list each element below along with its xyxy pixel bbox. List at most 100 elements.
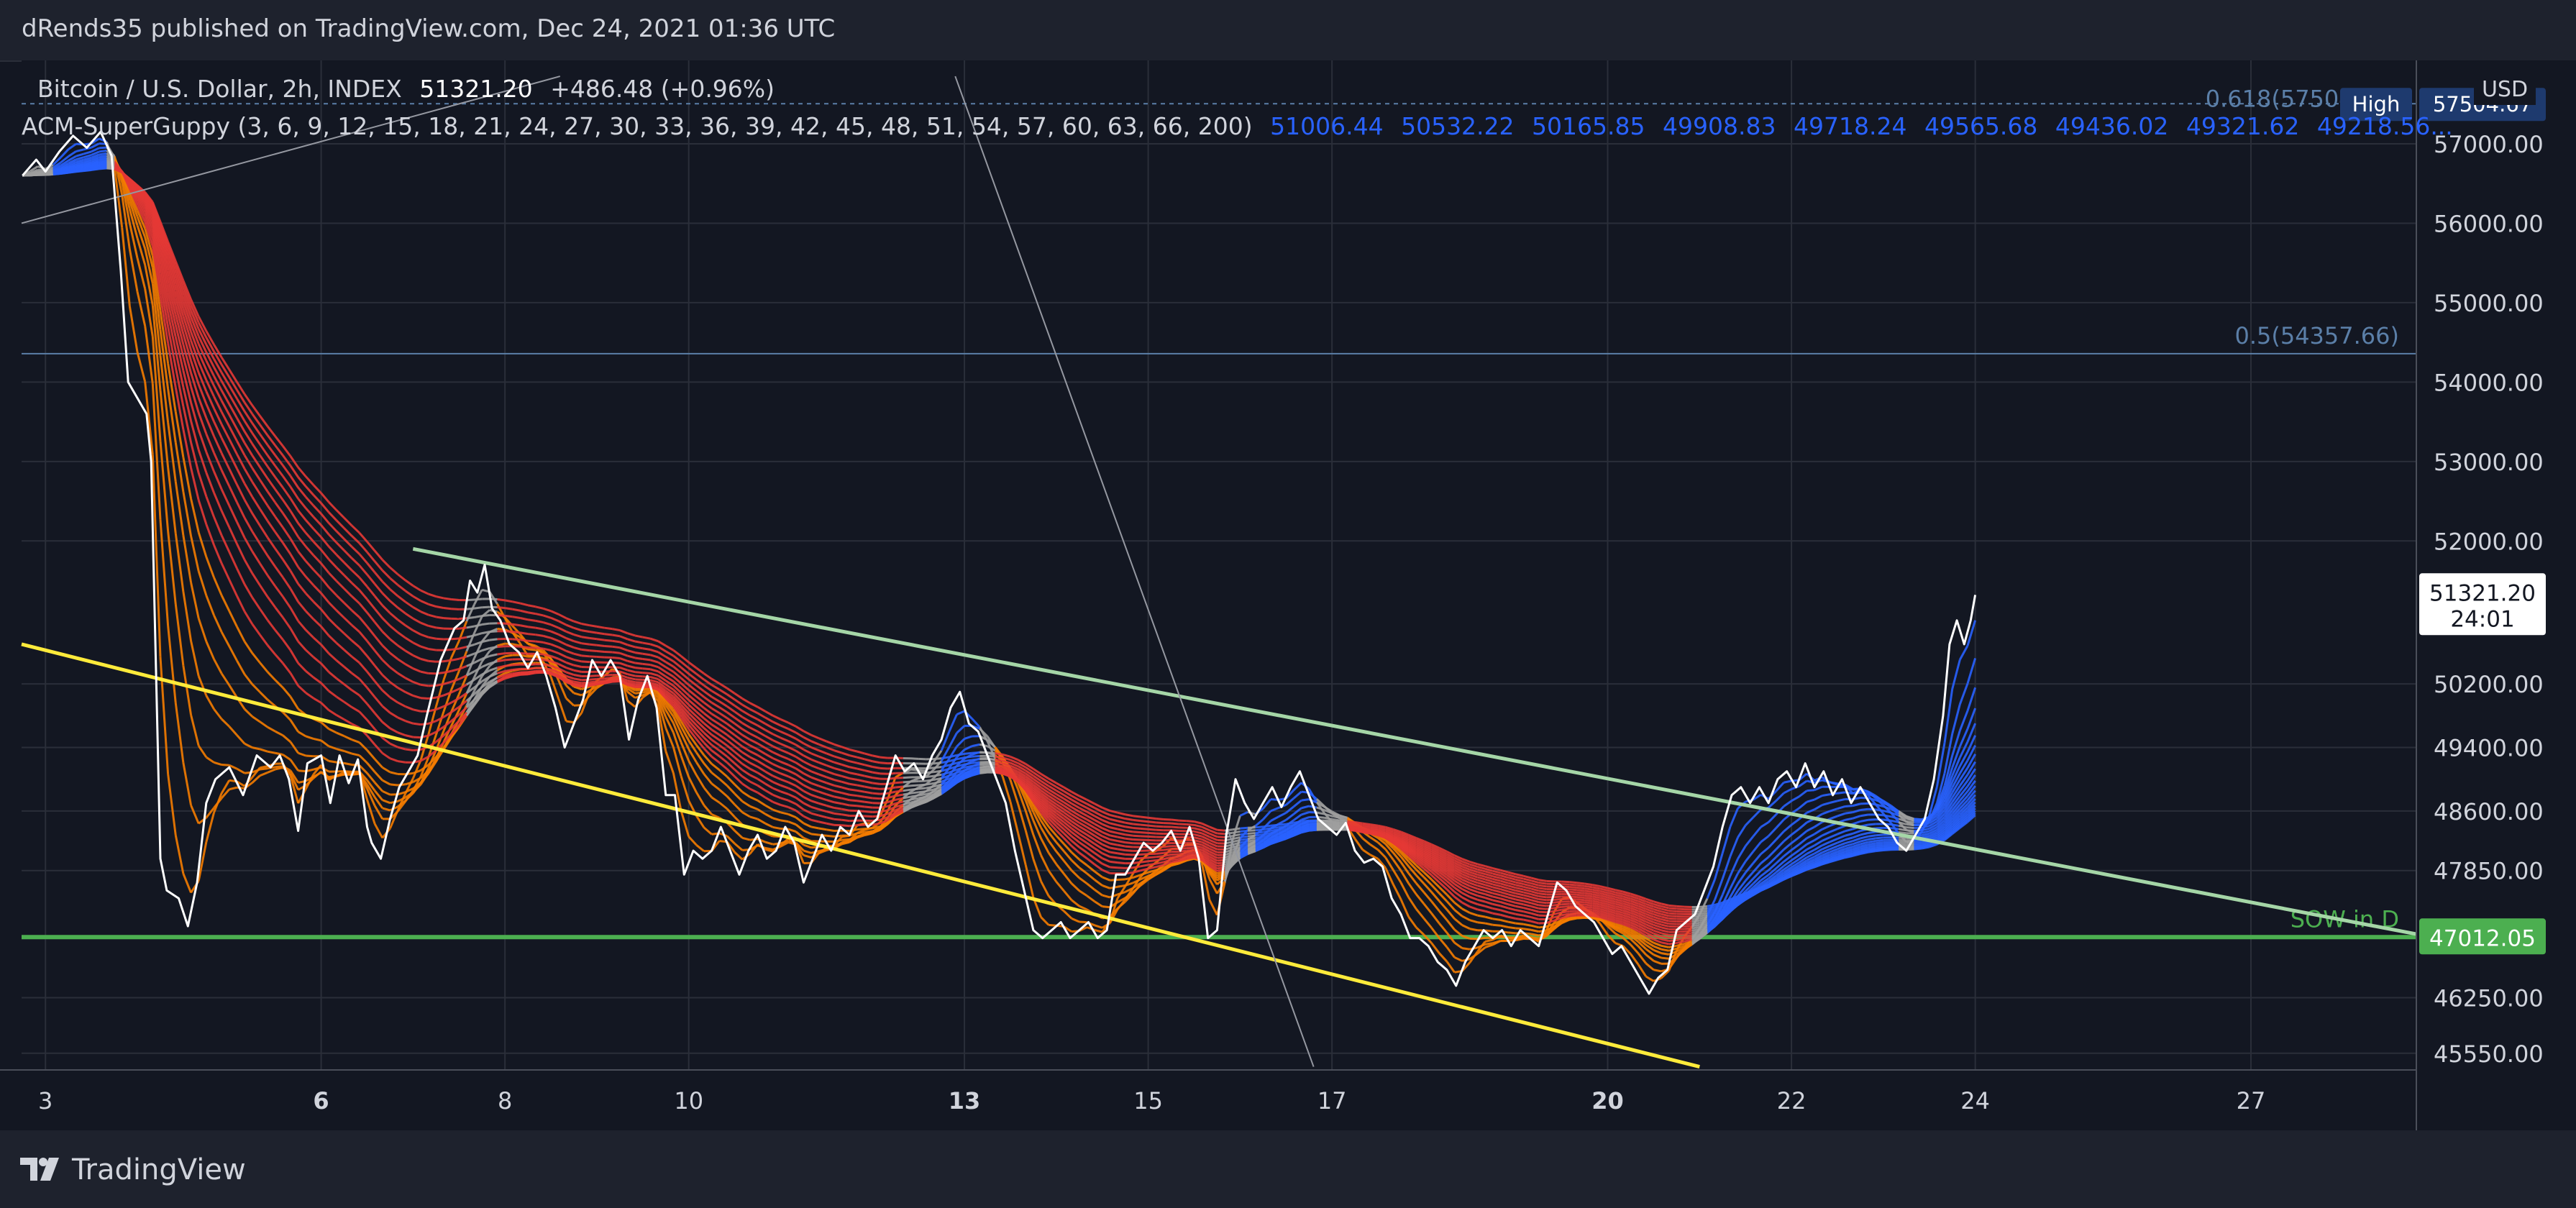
guppy-ema-segment (366, 626, 376, 637)
guppy-ema-segment (535, 640, 544, 644)
guppy-ema-segment (443, 720, 452, 728)
guppy-ema-segment (1415, 846, 1425, 852)
price-chart[interactable]: 0.5(54357.66)0.618(57504.18)SOW in D 455… (0, 60, 2576, 1130)
guppy-ema-segment (1078, 851, 1088, 860)
guppy-ema-segment (221, 764, 229, 767)
guppy-ema-segment (1415, 893, 1425, 905)
guppy-ema-segment (1914, 843, 1922, 847)
guppy-ema-segment (680, 720, 690, 735)
guppy-ema-segment (619, 662, 629, 667)
guppy-ema-segment (1438, 910, 1448, 921)
guppy-ema-segment (558, 667, 567, 674)
guppy-ema-segment (1423, 849, 1433, 856)
guppy-ema-segment (366, 703, 376, 714)
guppy-ema-segment (1201, 851, 1210, 858)
guppy-ema-segment (1553, 921, 1563, 928)
guppy-ema-segment (971, 718, 981, 728)
guppy-ema-segment (1645, 941, 1655, 948)
guppy-ema-segment (1399, 852, 1410, 863)
guppy-ema-segment (1071, 899, 1080, 907)
guppy-ema-segment (1676, 930, 1685, 933)
guppy-ema-segment (1883, 802, 1892, 808)
guppy-ema-segment (381, 752, 391, 759)
guppy-ema-segment (144, 209, 154, 229)
guppy-ema-segment (182, 333, 192, 362)
guppy-ema-segment (397, 760, 406, 764)
guppy-ema-segment (1407, 846, 1417, 853)
guppy-ema-segment (251, 531, 261, 544)
guppy-ema-segment (489, 667, 498, 672)
guppy-ema-segment (580, 695, 590, 706)
guppy-ema-segment (312, 584, 322, 594)
guppy-ema-segment (397, 631, 406, 639)
guppy-ema-segment (857, 800, 865, 803)
guppy-ema-segment (826, 770, 835, 775)
guppy-ema-segment (703, 747, 713, 758)
guppy-ema-segment (481, 646, 490, 652)
guppy-ema-segment (772, 769, 782, 775)
guppy-ema-segment (358, 589, 368, 600)
guppy-ema-segment (650, 664, 659, 669)
guppy-ema-segment (1523, 894, 1532, 899)
guppy-ema-segment (680, 703, 690, 714)
guppy-ema-segment (979, 728, 989, 738)
guppy-ema-segment (864, 830, 873, 833)
guppy-ema-segment (1438, 861, 1448, 869)
guppy-ema-segment (182, 344, 192, 373)
guppy-ema-segment (627, 664, 636, 669)
guppy-ema-segment (1775, 848, 1785, 858)
guppy-ema-segment (1063, 805, 1072, 812)
guppy-ema-segment (282, 499, 292, 512)
guppy-ema-segment (1110, 826, 1118, 830)
guppy-ema-segment (664, 696, 675, 705)
guppy-ema-segment (1638, 917, 1647, 923)
guppy-ema-segment (197, 531, 208, 557)
guppy-ema-segment (1622, 900, 1631, 905)
guppy-ema-segment (1477, 891, 1486, 896)
guppy-ema-segment (1492, 875, 1501, 879)
guppy-ema-segment (1453, 864, 1463, 870)
guppy-ema-segment (1399, 899, 1410, 918)
guppy-ema-segment (228, 393, 238, 408)
guppy-ema-segment (780, 749, 789, 754)
guppy-ema-segment (695, 700, 705, 709)
guppy-ema-segment (1837, 805, 1846, 810)
guppy-ema-segment (259, 772, 268, 777)
guppy-ema-segment (1691, 923, 1700, 928)
guppy-ema-segment (695, 690, 705, 698)
guppy-ema-segment (144, 206, 154, 224)
guppy-ema-segment (1607, 914, 1616, 919)
guppy-ema-segment (1285, 830, 1294, 836)
guppy-ema-segment (428, 647, 437, 651)
guppy-ema-segment (1943, 787, 1954, 804)
guppy-ema-segment (343, 587, 353, 598)
guppy-ema-segment (803, 849, 812, 854)
guppy-ema-segment (1638, 907, 1647, 913)
guppy-ema-segment (144, 212, 154, 234)
guppy-ema-segment (1822, 810, 1830, 815)
guppy-ema-segment (1929, 823, 1938, 830)
guppy-ema-segment (1385, 830, 1394, 836)
guppy-ema-segment (1875, 799, 1884, 805)
guppy-ema-segment (1117, 848, 1125, 852)
guppy-ema-segment (397, 796, 406, 802)
guppy-ema-segment (1438, 952, 1448, 963)
guppy-ema-segment (1102, 835, 1110, 841)
guppy-ema-segment (1163, 864, 1172, 871)
guppy-ema-segment (1707, 915, 1716, 920)
guppy-ema-segment (1591, 906, 1601, 910)
guppy-ema-segment (664, 716, 675, 733)
guppy-ema-segment (1086, 851, 1095, 859)
guppy-ema-segment (535, 633, 544, 637)
guppy-ema-segment (635, 671, 643, 674)
guppy-ema-segment (1461, 892, 1471, 898)
guppy-ema-segment (1721, 875, 1732, 896)
guppy-ema-segment (1630, 916, 1639, 922)
guppy-ema-segment (1232, 838, 1241, 843)
guppy-ema-segment (1553, 914, 1563, 919)
guppy-ema-segment (1186, 848, 1195, 852)
guppy-ema-segment (711, 723, 721, 731)
guppy-ema-segment (1630, 933, 1639, 940)
guppy-ema-segment (841, 786, 850, 791)
guppy-ema-segment (1415, 864, 1425, 874)
